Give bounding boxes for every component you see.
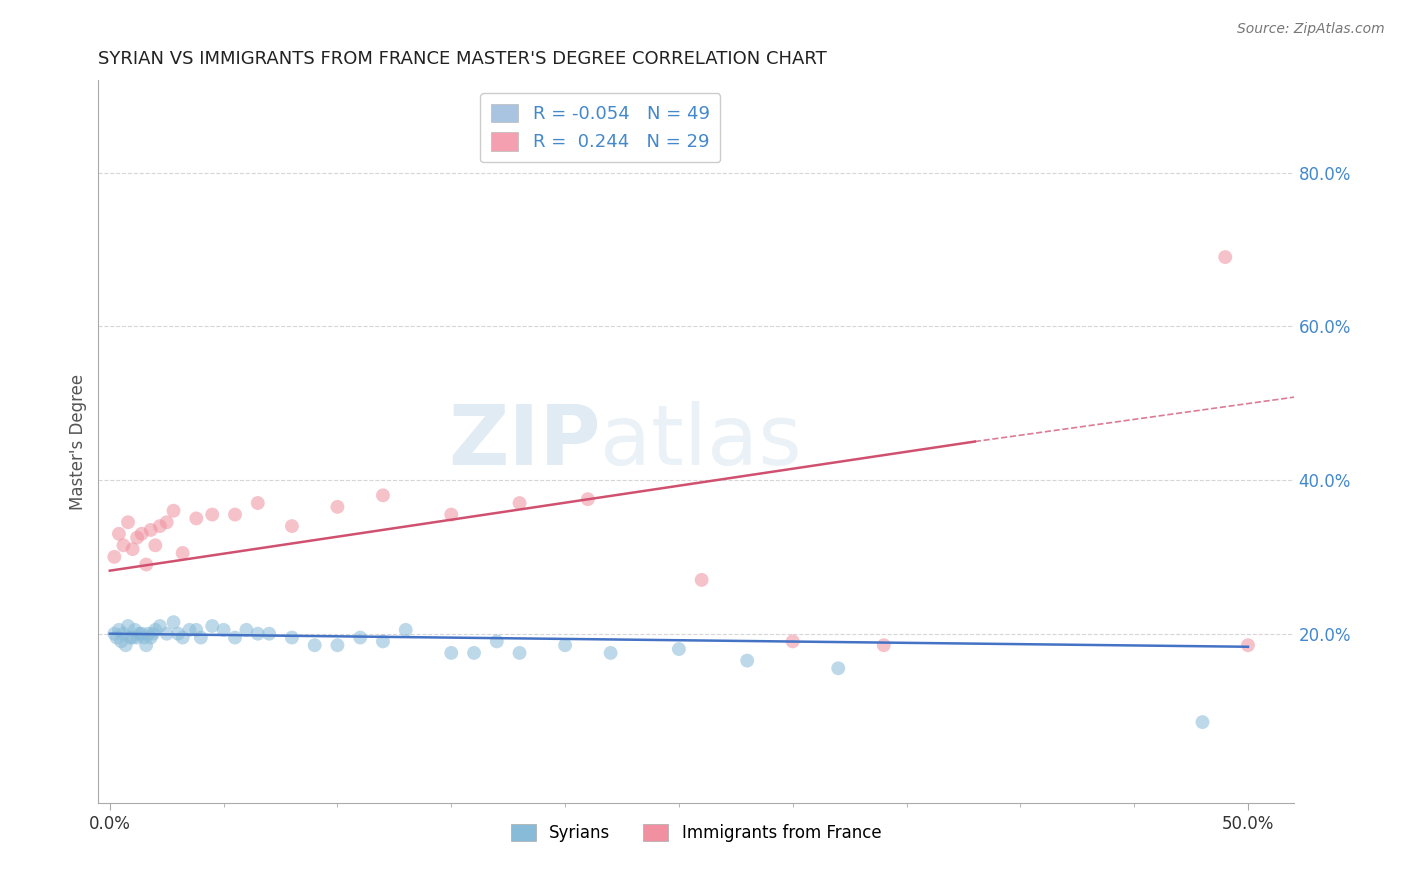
Y-axis label: Master's Degree: Master's Degree (69, 374, 87, 509)
Point (179, 623, 201, 637)
Point (873, 638, 896, 652)
Point (162, 504, 184, 518)
Point (349, 631, 371, 645)
Point (135, 558, 157, 572)
Point (143, 623, 166, 637)
Point (108, 623, 131, 637)
Point (139, 523, 162, 537)
Point (395, 623, 418, 637)
Point (135, 638, 157, 652)
Point (440, 646, 463, 660)
Point (117, 515, 139, 529)
Point (186, 623, 208, 637)
Point (139, 631, 162, 645)
Point (112, 538, 135, 552)
Point (371, 634, 394, 648)
Point (782, 634, 804, 648)
Point (124, 623, 146, 637)
Point (143, 538, 166, 552)
Point (599, 646, 621, 660)
Point (1237, 638, 1260, 652)
Point (201, 508, 224, 522)
Point (257, 626, 280, 640)
Point (149, 519, 172, 533)
Text: Source: ZipAtlas.com: Source: ZipAtlas.com (1237, 22, 1385, 37)
Point (167, 626, 190, 640)
Point (112, 626, 135, 640)
Point (735, 654, 758, 668)
Point (690, 573, 713, 587)
Point (162, 615, 184, 630)
Point (281, 631, 304, 645)
Point (103, 626, 125, 640)
Point (235, 623, 257, 637)
Point (1191, 715, 1213, 730)
Point (246, 626, 269, 640)
Point (114, 638, 136, 652)
Legend: Syrians, Immigrants from France: Syrians, Immigrants from France (503, 817, 889, 848)
Text: ZIP: ZIP (449, 401, 600, 482)
Point (576, 492, 599, 507)
Point (131, 626, 153, 640)
Point (127, 531, 149, 545)
Point (668, 642, 690, 657)
Point (224, 631, 246, 645)
Point (1213, 250, 1236, 264)
Point (132, 631, 155, 645)
Point (128, 626, 150, 640)
Point (172, 631, 194, 645)
Point (110, 634, 132, 648)
Text: atlas: atlas (600, 401, 801, 482)
Point (131, 526, 153, 541)
Point (103, 549, 125, 564)
Point (246, 496, 269, 510)
Text: SYRIAN VS IMMIGRANTS FROM FRANCE MASTER'S DEGREE CORRELATION CHART: SYRIAN VS IMMIGRANTS FROM FRANCE MASTER'… (98, 50, 827, 68)
Point (121, 542, 143, 557)
Point (224, 508, 246, 522)
Point (326, 500, 349, 514)
Point (827, 661, 849, 675)
Point (304, 638, 326, 652)
Point (186, 511, 208, 525)
Point (554, 638, 576, 652)
Point (127, 631, 149, 645)
Point (142, 626, 165, 640)
Point (149, 619, 172, 633)
Point (138, 626, 160, 640)
Point (281, 519, 304, 533)
Point (190, 631, 212, 645)
Point (326, 638, 349, 652)
Point (463, 646, 485, 660)
Point (156, 626, 179, 640)
Point (172, 546, 194, 560)
Point (121, 631, 143, 645)
Point (371, 488, 394, 502)
Point (108, 526, 131, 541)
Point (485, 634, 508, 648)
Point (120, 631, 142, 645)
Point (440, 508, 463, 522)
Point (117, 619, 139, 633)
Point (212, 623, 235, 637)
Point (509, 646, 531, 660)
Point (509, 496, 531, 510)
Point (105, 631, 128, 645)
Point (156, 515, 179, 529)
Point (201, 619, 224, 633)
